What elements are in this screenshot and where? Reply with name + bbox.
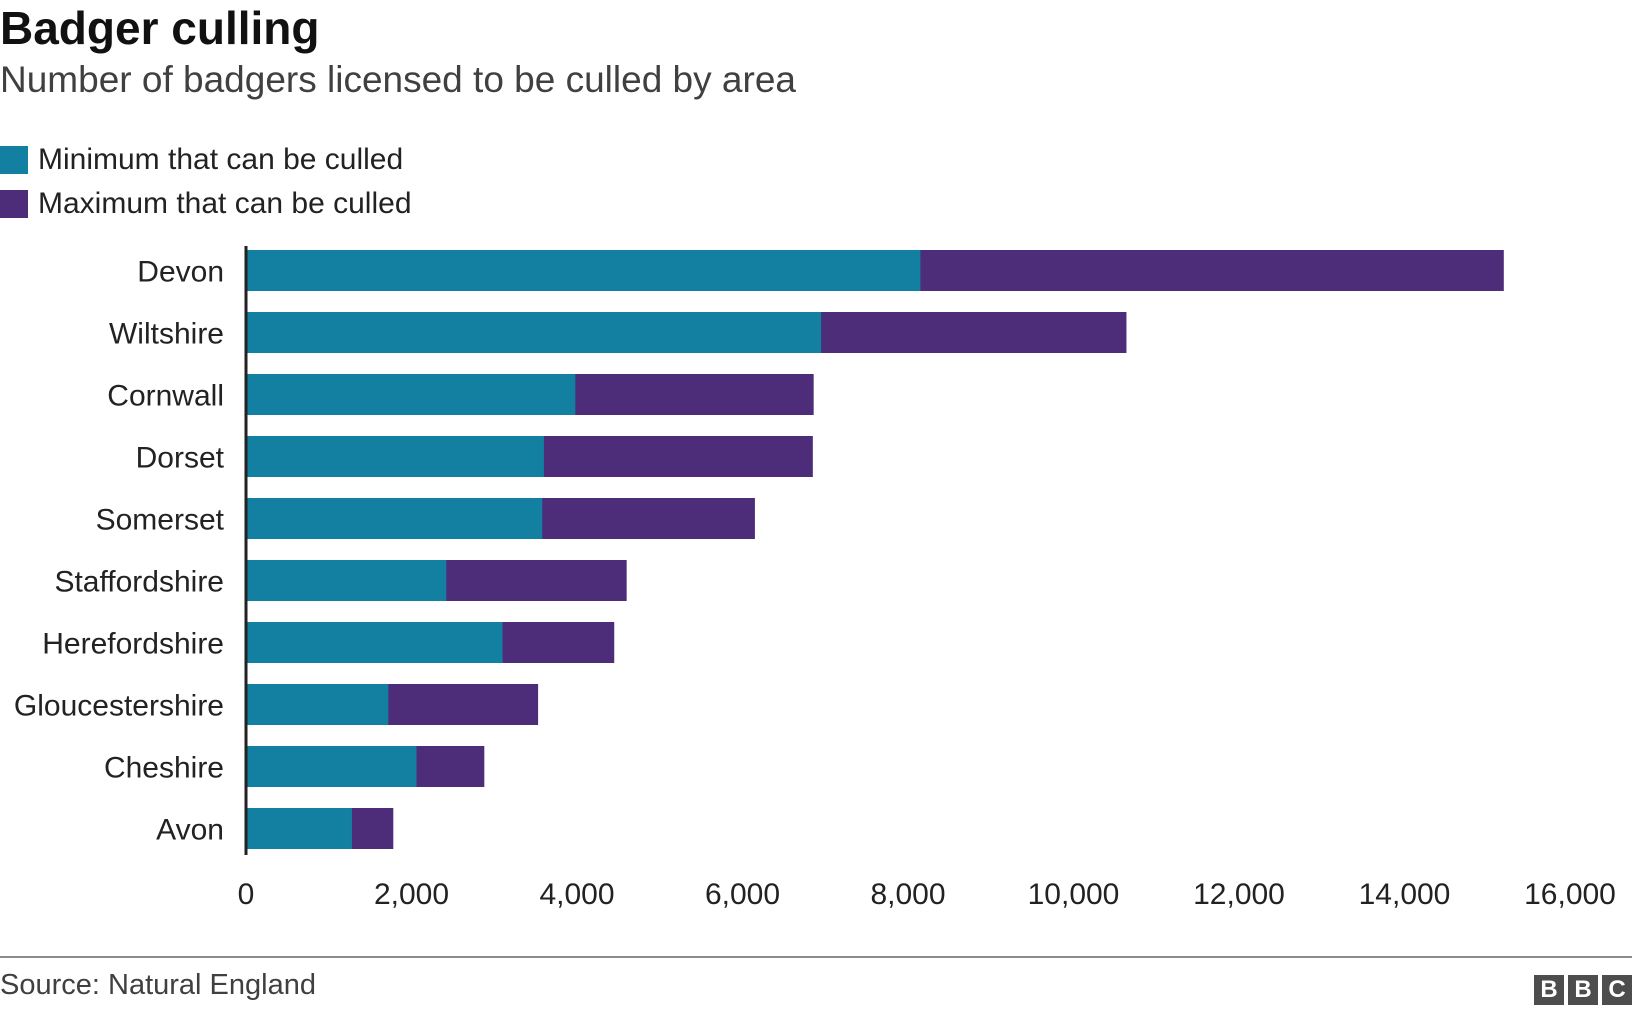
legend-label-minimum: Minimum that can be culled (38, 143, 404, 176)
chart-title: Badger culling (0, 2, 320, 54)
chart-legend: Minimum that can be culled Maximum that … (0, 138, 412, 226)
bbc-logo-letter: C (1602, 975, 1632, 1005)
legend-swatch-minimum (0, 146, 28, 174)
x-tick-label: 4,000 (539, 878, 614, 911)
bar-minimum-somerset (246, 498, 543, 539)
category-label-cheshire: Cheshire (104, 752, 224, 785)
bar-minimum-cornwall (246, 374, 576, 415)
x-tick-label: 16,000 (1524, 878, 1616, 911)
category-label-devon: Devon (137, 256, 224, 289)
category-label-herefordshire: Herefordshire (42, 628, 224, 661)
bbc-logo: B B C (1534, 975, 1632, 1005)
x-tick-label: 8,000 (870, 878, 945, 911)
legend-label-maximum: Maximum that can be culled (38, 187, 412, 220)
x-tick-label: 10,000 (1028, 878, 1120, 911)
category-label-avon: Avon (156, 814, 224, 847)
x-tick-label: 14,000 (1359, 878, 1451, 911)
category-label-gloucestershire: Gloucestershire (14, 690, 224, 723)
bar-minimum-cheshire (246, 746, 417, 787)
footer-divider (0, 956, 1632, 958)
x-tick-label: 12,000 (1193, 878, 1285, 911)
bar-minimum-staffordshire (246, 560, 447, 601)
bbc-logo-letter: B (1534, 975, 1564, 1005)
bar-minimum-dorset (246, 436, 544, 477)
bar-minimum-avon (246, 808, 352, 849)
category-label-staffordshire: Staffordshire (54, 566, 224, 599)
bar-minimum-gloucestershire (246, 684, 389, 725)
legend-swatch-maximum (0, 190, 28, 218)
x-tick-label: 0 (238, 878, 255, 911)
category-label-dorset: Dorset (136, 442, 225, 475)
source-note: Source: Natural England (0, 969, 316, 1001)
x-tick-label: 6,000 (705, 878, 780, 911)
bar-chart: Devon Wiltshire Cornwall Dorset Somerset Staf… (14, 246, 1616, 911)
chart-subtitle: Number of badgers licensed to be culled … (0, 59, 796, 100)
bar-minimum-devon (246, 250, 921, 291)
bar-minimum-herefordshire (246, 622, 503, 663)
x-tick-label: 2,000 (374, 878, 449, 911)
bar-minimum-wiltshire (246, 312, 822, 353)
legend-item-minimum: Minimum that can be culled (0, 138, 412, 182)
category-label-wiltshire: Wiltshire (109, 318, 224, 351)
category-label-somerset: Somerset (96, 504, 225, 537)
category-label-cornwall: Cornwall (107, 380, 224, 413)
bbc-logo-letter: B (1568, 975, 1598, 1005)
legend-item-maximum: Maximum that can be culled (0, 182, 412, 226)
